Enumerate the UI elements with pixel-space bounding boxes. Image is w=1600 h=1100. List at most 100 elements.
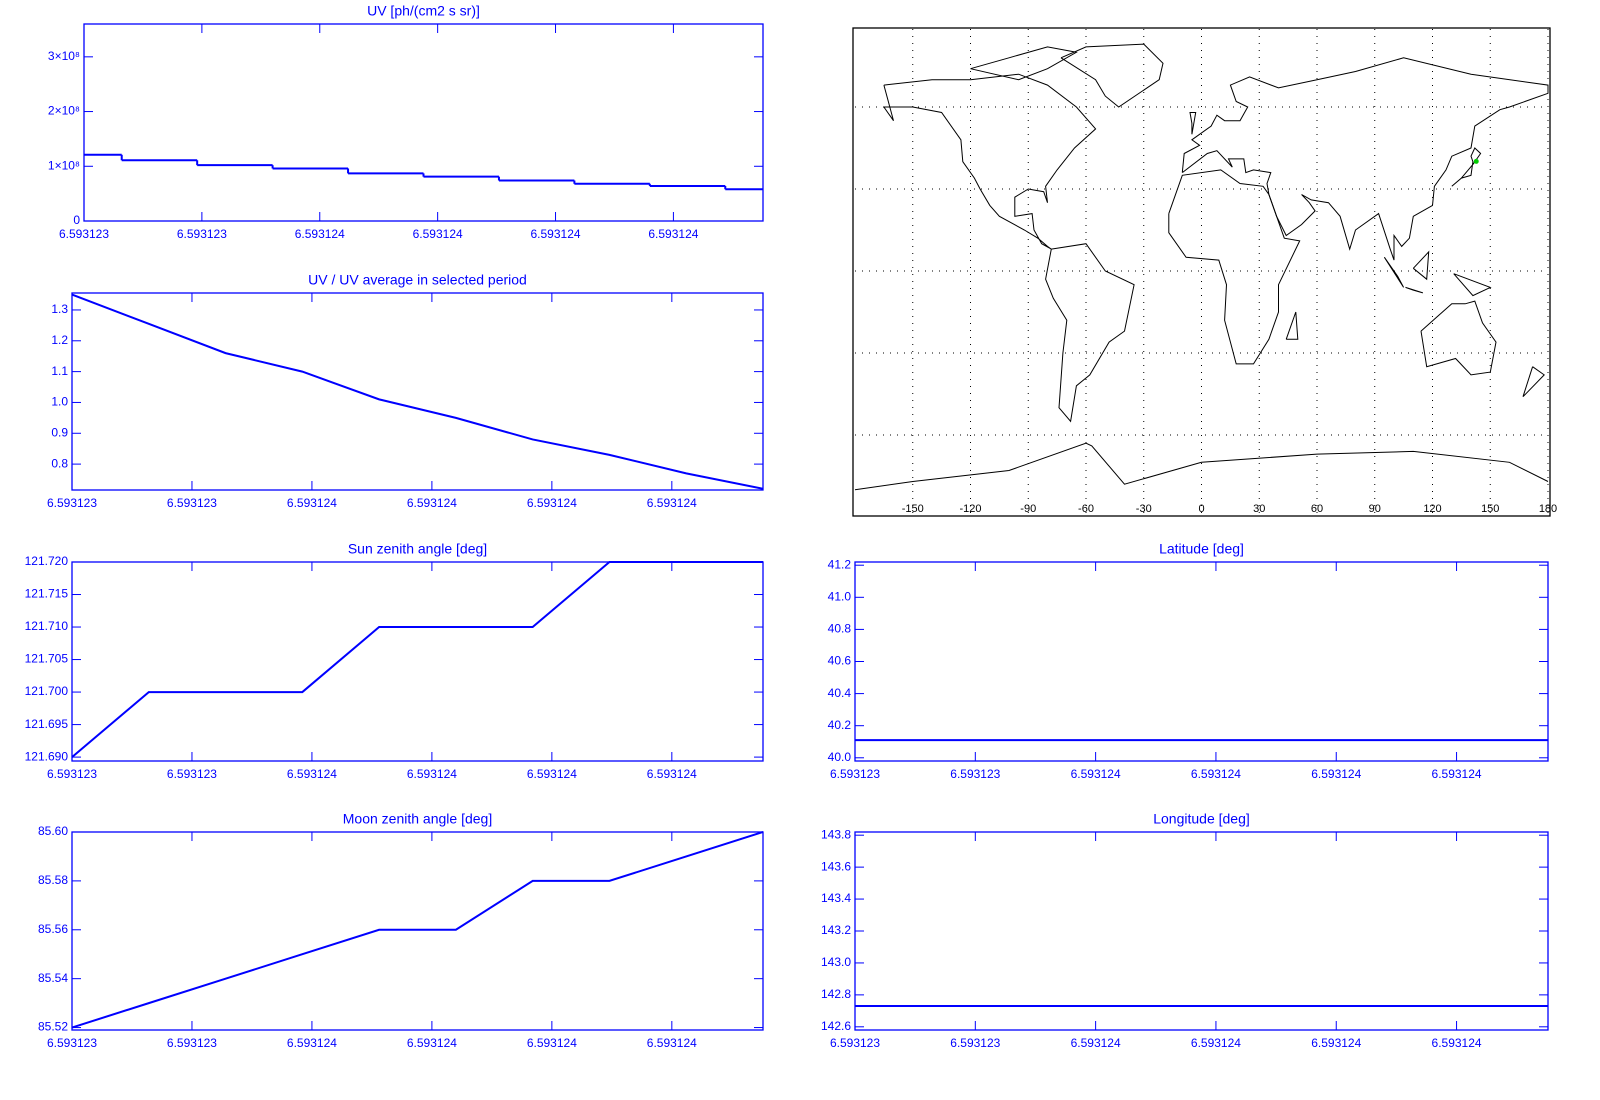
y-tick-label: 1×10⁸ [48,158,80,172]
plot-frame [71,561,764,762]
coastline [1405,286,1424,294]
coastline [1045,243,1135,423]
y-tick-label: 85.56 [38,922,68,936]
data-line [71,561,763,758]
x-tick-label: 6.593123 [177,227,227,241]
chart-title: UV [ph/(cm2 s sr)] [367,3,480,19]
x-tick-label: 6.593123 [950,1036,1000,1050]
y-tick-label: 121.705 [25,652,69,666]
coastline [1168,169,1301,365]
coastline [1181,57,1549,261]
x-tick-label: 6.593124 [1191,1036,1241,1050]
y-tick-label: 142.6 [821,1019,851,1033]
x-tick-label: 6.593123 [47,496,97,510]
x-tick-label: 6.593123 [167,767,217,781]
position-marker [1473,158,1479,164]
coastline [970,46,1078,81]
map-x-tick-label: 30 [1253,503,1265,515]
x-tick-label: 6.593124 [527,767,577,781]
x-tick-label: 6.593123 [167,496,217,510]
y-tick-label: 121.710 [25,619,69,633]
coastline [1522,366,1545,398]
x-tick-label: 6.593124 [647,1036,697,1050]
y-tick-label: 3×10⁸ [48,49,80,63]
y-tick-label: 142.8 [821,987,851,1001]
x-tick-label: 6.593124 [648,227,698,241]
chart-title: Longitude [deg] [1153,811,1250,827]
y-tick-label: 40.2 [828,718,852,732]
map-frame [852,27,1551,517]
y-tick-label: 1.1 [51,364,68,378]
coastline [1420,300,1497,376]
y-tick-label: 0.8 [51,456,68,470]
x-tick-label: 6.593123 [950,767,1000,781]
y-tick-label: 0.9 [51,425,68,439]
y-tick-label: 143.8 [821,827,851,841]
chart-title: Latitude [deg] [1159,541,1244,557]
y-tick-label: 143.0 [821,955,851,969]
x-tick-label: 6.593124 [530,227,580,241]
x-tick-label: 6.593123 [59,227,109,241]
map-x-tick-label: 120 [1423,503,1441,515]
coastline [1383,257,1405,288]
plot-frame [71,831,764,1031]
x-tick-label: 6.593124 [647,496,697,510]
y-tick-label: 121.720 [25,554,69,568]
x-tick-label: 6.593124 [527,1036,577,1050]
x-tick-label: 6.593124 [295,227,345,241]
data-line [71,293,764,490]
x-tick-label: 6.593124 [407,1036,457,1050]
y-tick-label: 1.2 [51,333,68,347]
x-tick-label: 6.593124 [1071,767,1121,781]
y-tick-label: 121.715 [25,587,69,601]
y-tick-label: 143.4 [821,891,851,905]
map-x-tick-label: 0 [1198,503,1204,515]
map-x-tick-label: 60 [1311,503,1323,515]
x-tick-label: 6.593124 [287,1036,337,1050]
coastline [854,442,1549,491]
chart-title: UV / UV average in selected period [308,272,527,288]
y-tick-label: 0 [73,213,80,227]
y-tick-label: 41.2 [828,557,852,571]
x-tick-label: 6.593124 [1432,1036,1482,1050]
plot-frame [83,23,764,222]
y-tick-label: 40.6 [828,654,852,668]
y-tick-label: 1.0 [51,395,68,409]
coastline [1060,43,1164,108]
y-tick-label: 85.54 [38,971,68,985]
data-line [71,831,764,1029]
y-tick-label: 85.58 [38,873,68,887]
x-tick-label: 6.593123 [167,1036,217,1050]
coastline [1412,250,1430,281]
y-tick-label: 143.6 [821,859,851,873]
x-tick-label: 6.593124 [1311,767,1361,781]
x-tick-label: 6.593124 [1191,767,1241,781]
map-x-tick-label: -30 [1136,503,1152,515]
y-tick-label: 2×10⁸ [48,104,80,118]
x-tick-label: 6.593124 [1311,1036,1361,1050]
map-x-tick-label: -60 [1078,503,1094,515]
coastline [1189,112,1197,135]
y-tick-label: 121.700 [25,684,69,698]
plot-frame [71,292,764,491]
x-tick-label: 6.593123 [830,1036,880,1050]
y-tick-label: 1.3 [51,302,68,316]
coastline [1285,311,1299,340]
map-x-tick-label: -90 [1020,503,1036,515]
x-tick-label: 6.593124 [413,227,463,241]
x-tick-label: 6.593123 [47,1036,97,1050]
map-x-tick-label: 180 [1539,503,1557,515]
y-tick-label: 40.0 [828,750,852,764]
y-tick-label: 121.695 [25,717,69,731]
coastline [882,73,1097,250]
map-x-tick-label: 150 [1481,503,1499,515]
x-tick-label: 6.593123 [47,767,97,781]
y-tick-label: 40.4 [828,686,852,700]
y-tick-label: 85.52 [38,1020,68,1034]
x-tick-label: 6.593123 [830,767,880,781]
chart-title: Moon zenith angle [deg] [343,811,492,827]
x-tick-label: 6.593124 [287,496,337,510]
map-x-tick-label: -120 [959,503,981,515]
